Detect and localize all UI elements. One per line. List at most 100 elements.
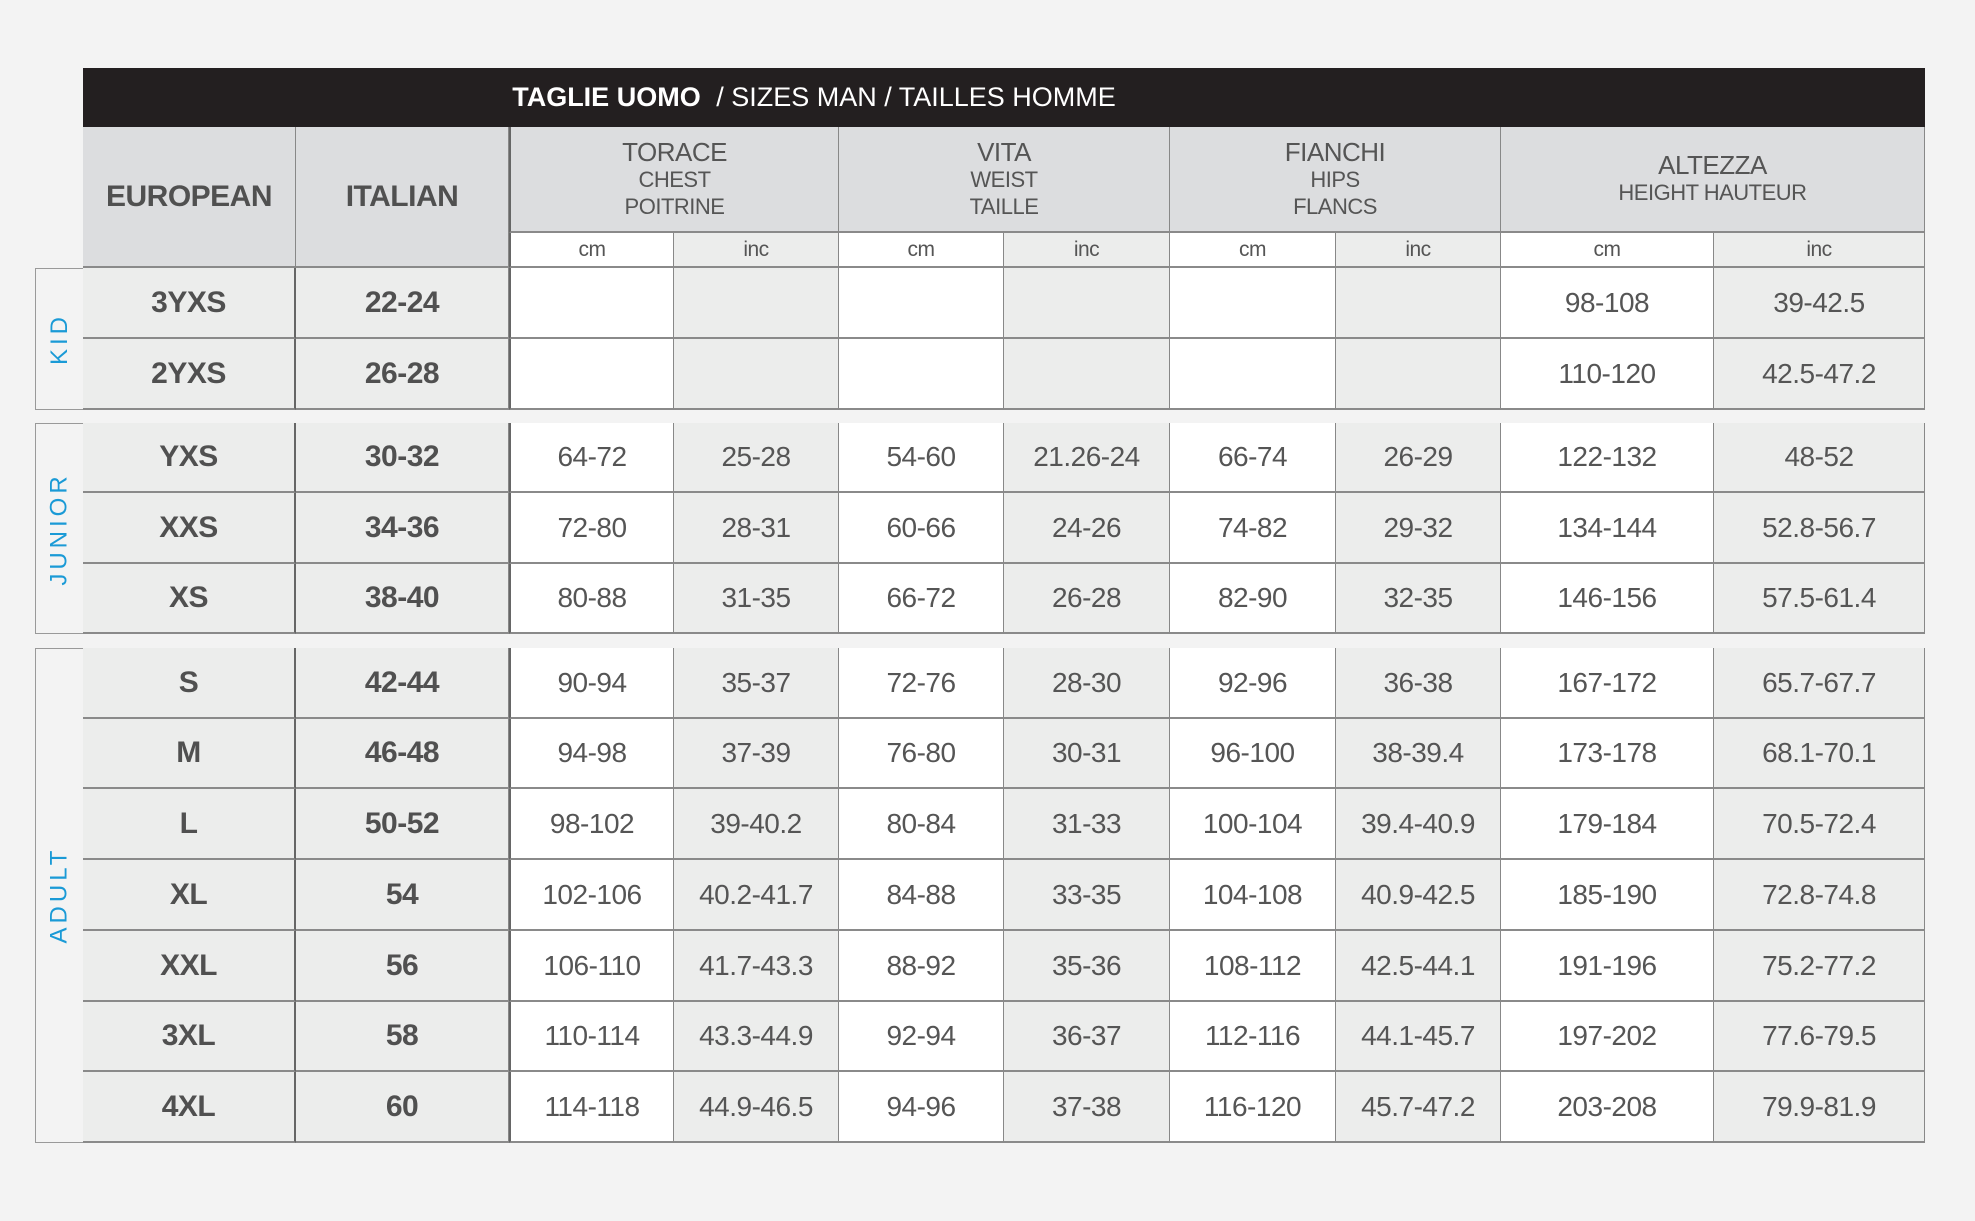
measure-value: 29-32 (1336, 493, 1501, 564)
measure-value: 179-184 (1501, 789, 1714, 860)
measure-value: 60-66 (839, 493, 1004, 564)
measure-value: 197-202 (1501, 1002, 1714, 1072)
header-european: EUROPEAN (83, 127, 296, 268)
measure-value: 104-108 (1170, 860, 1336, 931)
italian-size: 30-32 (296, 423, 509, 493)
measure-value: 82-90 (1170, 564, 1336, 634)
italian-size: 54 (296, 860, 509, 931)
header-measure: TORACE CHEST POITRINE (509, 127, 839, 233)
header-measure: ALTEZZA HEIGHT HAUTEUR (1501, 127, 1925, 233)
measure-value: 106-110 (509, 931, 674, 1002)
group-label-text: KID (45, 312, 73, 366)
italian-size: 46-48 (296, 719, 509, 789)
european-size: 3XL (83, 1002, 296, 1072)
measure-value (1004, 268, 1170, 339)
measure-value: 30-31 (1004, 719, 1170, 789)
group-label-kid: KID (35, 268, 83, 410)
european-size: S (83, 648, 296, 719)
measure-value: 38-39.4 (1336, 719, 1501, 789)
unit-label: cm (839, 233, 1004, 268)
measure-value: 92-94 (839, 1002, 1004, 1072)
measure-value: 146-156 (1501, 564, 1714, 634)
measure-value: 203-208 (1501, 1072, 1714, 1143)
header-measure-line: FIANCHI (1284, 136, 1386, 167)
measure-value: 98-108 (1501, 268, 1714, 339)
measure-value: 80-88 (509, 564, 674, 634)
unit-label: cm (1501, 233, 1714, 268)
measure-value: 72-76 (839, 648, 1004, 719)
measure-value: 65.7-67.7 (1714, 648, 1925, 719)
measure-value: 52.8-56.7 (1714, 493, 1925, 564)
italian-size: 60 (296, 1072, 509, 1143)
measure-value: 88-92 (839, 931, 1004, 1002)
measure-value: 40.2-41.7 (674, 860, 839, 931)
measure-value: 37-39 (674, 719, 839, 789)
measure-value: 90-94 (509, 648, 674, 719)
measure-value: 35-37 (674, 648, 839, 719)
measure-value (1170, 268, 1336, 339)
measure-value: 72.8-74.8 (1714, 860, 1925, 931)
italian-size: 50-52 (296, 789, 509, 860)
measure-value: 116-120 (1170, 1072, 1336, 1143)
unit-label: inc (1004, 233, 1170, 268)
measure-value: 110-114 (509, 1002, 674, 1072)
measure-value: 48-52 (1714, 423, 1925, 493)
italian-size: 42-44 (296, 648, 509, 719)
measure-value: 122-132 (1501, 423, 1714, 493)
measure-value (509, 268, 674, 339)
measure-value: 173-178 (1501, 719, 1714, 789)
measure-value: 167-172 (1501, 648, 1714, 719)
title-rest: / SIZES MAN / TAILLES HOMME (708, 82, 1116, 112)
european-size: 3YXS (83, 268, 296, 339)
european-size: 4XL (83, 1072, 296, 1143)
header-measure-line: TORACE (622, 136, 727, 167)
measure-value: 66-72 (839, 564, 1004, 634)
group-label-text: JUNIOR (45, 471, 73, 586)
measure-value: 94-98 (509, 719, 674, 789)
measure-value: 44.9-46.5 (674, 1072, 839, 1143)
measure-value: 39-42.5 (1714, 268, 1925, 339)
italian-size: 34-36 (296, 493, 509, 564)
measure-value: 42.5-44.1 (1336, 931, 1501, 1002)
european-size: YXS (83, 423, 296, 493)
header-measure-line: FLANCS (1293, 193, 1377, 219)
measure-value: 42.5-47.2 (1714, 339, 1925, 410)
measure-value (509, 339, 674, 410)
measure-value: 102-106 (509, 860, 674, 931)
measure-value: 191-196 (1501, 931, 1714, 1002)
measure-value: 39.4-40.9 (1336, 789, 1501, 860)
measure-value: 44.1-45.7 (1336, 1002, 1501, 1072)
measure-value: 84-88 (839, 860, 1004, 931)
unit-label: cm (509, 233, 674, 268)
measure-value: 80-84 (839, 789, 1004, 860)
measure-value: 36-38 (1336, 648, 1501, 719)
measure-value: 41.7-43.3 (674, 931, 839, 1002)
european-size: 2YXS (83, 339, 296, 410)
measure-value: 100-104 (1170, 789, 1336, 860)
measure-value: 74-82 (1170, 493, 1336, 564)
european-size: M (83, 719, 296, 789)
italian-size: 26-28 (296, 339, 509, 410)
measure-value (1336, 339, 1501, 410)
header-measure-line: TAILLE (969, 193, 1039, 219)
measure-value: 57.5-61.4 (1714, 564, 1925, 634)
measure-value: 94-96 (839, 1072, 1004, 1143)
measure-value: 98-102 (509, 789, 674, 860)
european-size: XXL (83, 931, 296, 1002)
measure-value: 75.2-77.2 (1714, 931, 1925, 1002)
measure-value: 70.5-72.4 (1714, 789, 1925, 860)
italian-size: 58 (296, 1002, 509, 1072)
measure-value: 54-60 (839, 423, 1004, 493)
measure-value: 35-36 (1004, 931, 1170, 1002)
header-measure-line: HIPS (1310, 166, 1360, 192)
measure-value (674, 268, 839, 339)
measure-value: 72-80 (509, 493, 674, 564)
measure-value: 32-35 (1336, 564, 1501, 634)
measure-value: 112-116 (1170, 1002, 1336, 1072)
measure-value: 21.26-24 (1004, 423, 1170, 493)
measure-value: 66-74 (1170, 423, 1336, 493)
table-title: TAGLIE UOMO / SIZES MAN / TAILLES HOMME (83, 68, 1925, 127)
european-size: XXS (83, 493, 296, 564)
measure-value: 114-118 (509, 1072, 674, 1143)
header-measure-line: ALTEZZA (1658, 150, 1767, 180)
